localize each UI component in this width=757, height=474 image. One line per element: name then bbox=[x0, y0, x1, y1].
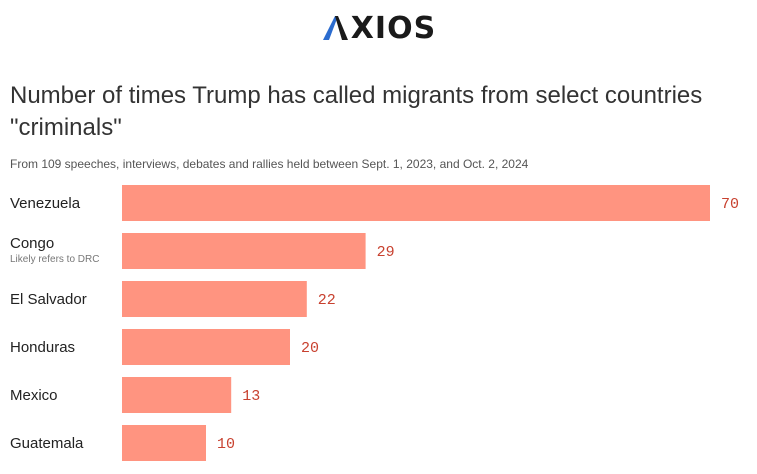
value-label: 22 bbox=[318, 292, 336, 309]
bar-el-salvador bbox=[122, 281, 307, 317]
value-label: 13 bbox=[242, 388, 260, 405]
logo-text: XIOS bbox=[350, 10, 437, 46]
axios-logo: XIOS bbox=[0, 10, 757, 46]
bar-honduras bbox=[122, 329, 290, 365]
category-label: Venezuela bbox=[10, 195, 81, 212]
category-note: Likely refers to DRC bbox=[10, 254, 99, 265]
value-label: 70 bbox=[721, 196, 739, 213]
category-label: Mexico bbox=[10, 387, 58, 404]
value-label: 29 bbox=[377, 244, 395, 261]
bar-congo bbox=[122, 233, 366, 269]
bar-mexico bbox=[122, 377, 232, 413]
bar-guatemala bbox=[122, 425, 206, 461]
value-label: 20 bbox=[301, 340, 319, 357]
value-label: 10 bbox=[217, 436, 235, 453]
category-label: Congo bbox=[10, 235, 54, 252]
logo-wordmark: XIOS bbox=[321, 11, 436, 46]
bar-venezuela bbox=[122, 185, 710, 221]
axios-a-mark-icon bbox=[322, 16, 348, 40]
category-label: Guatemala bbox=[10, 435, 84, 452]
category-label: El Salvador bbox=[10, 291, 87, 308]
category-label: Honduras bbox=[10, 339, 75, 356]
chart-subtitle: From 109 speeches, interviews, debates a… bbox=[10, 157, 529, 171]
chart-title: Number of times Trump has called migrant… bbox=[10, 82, 703, 141]
